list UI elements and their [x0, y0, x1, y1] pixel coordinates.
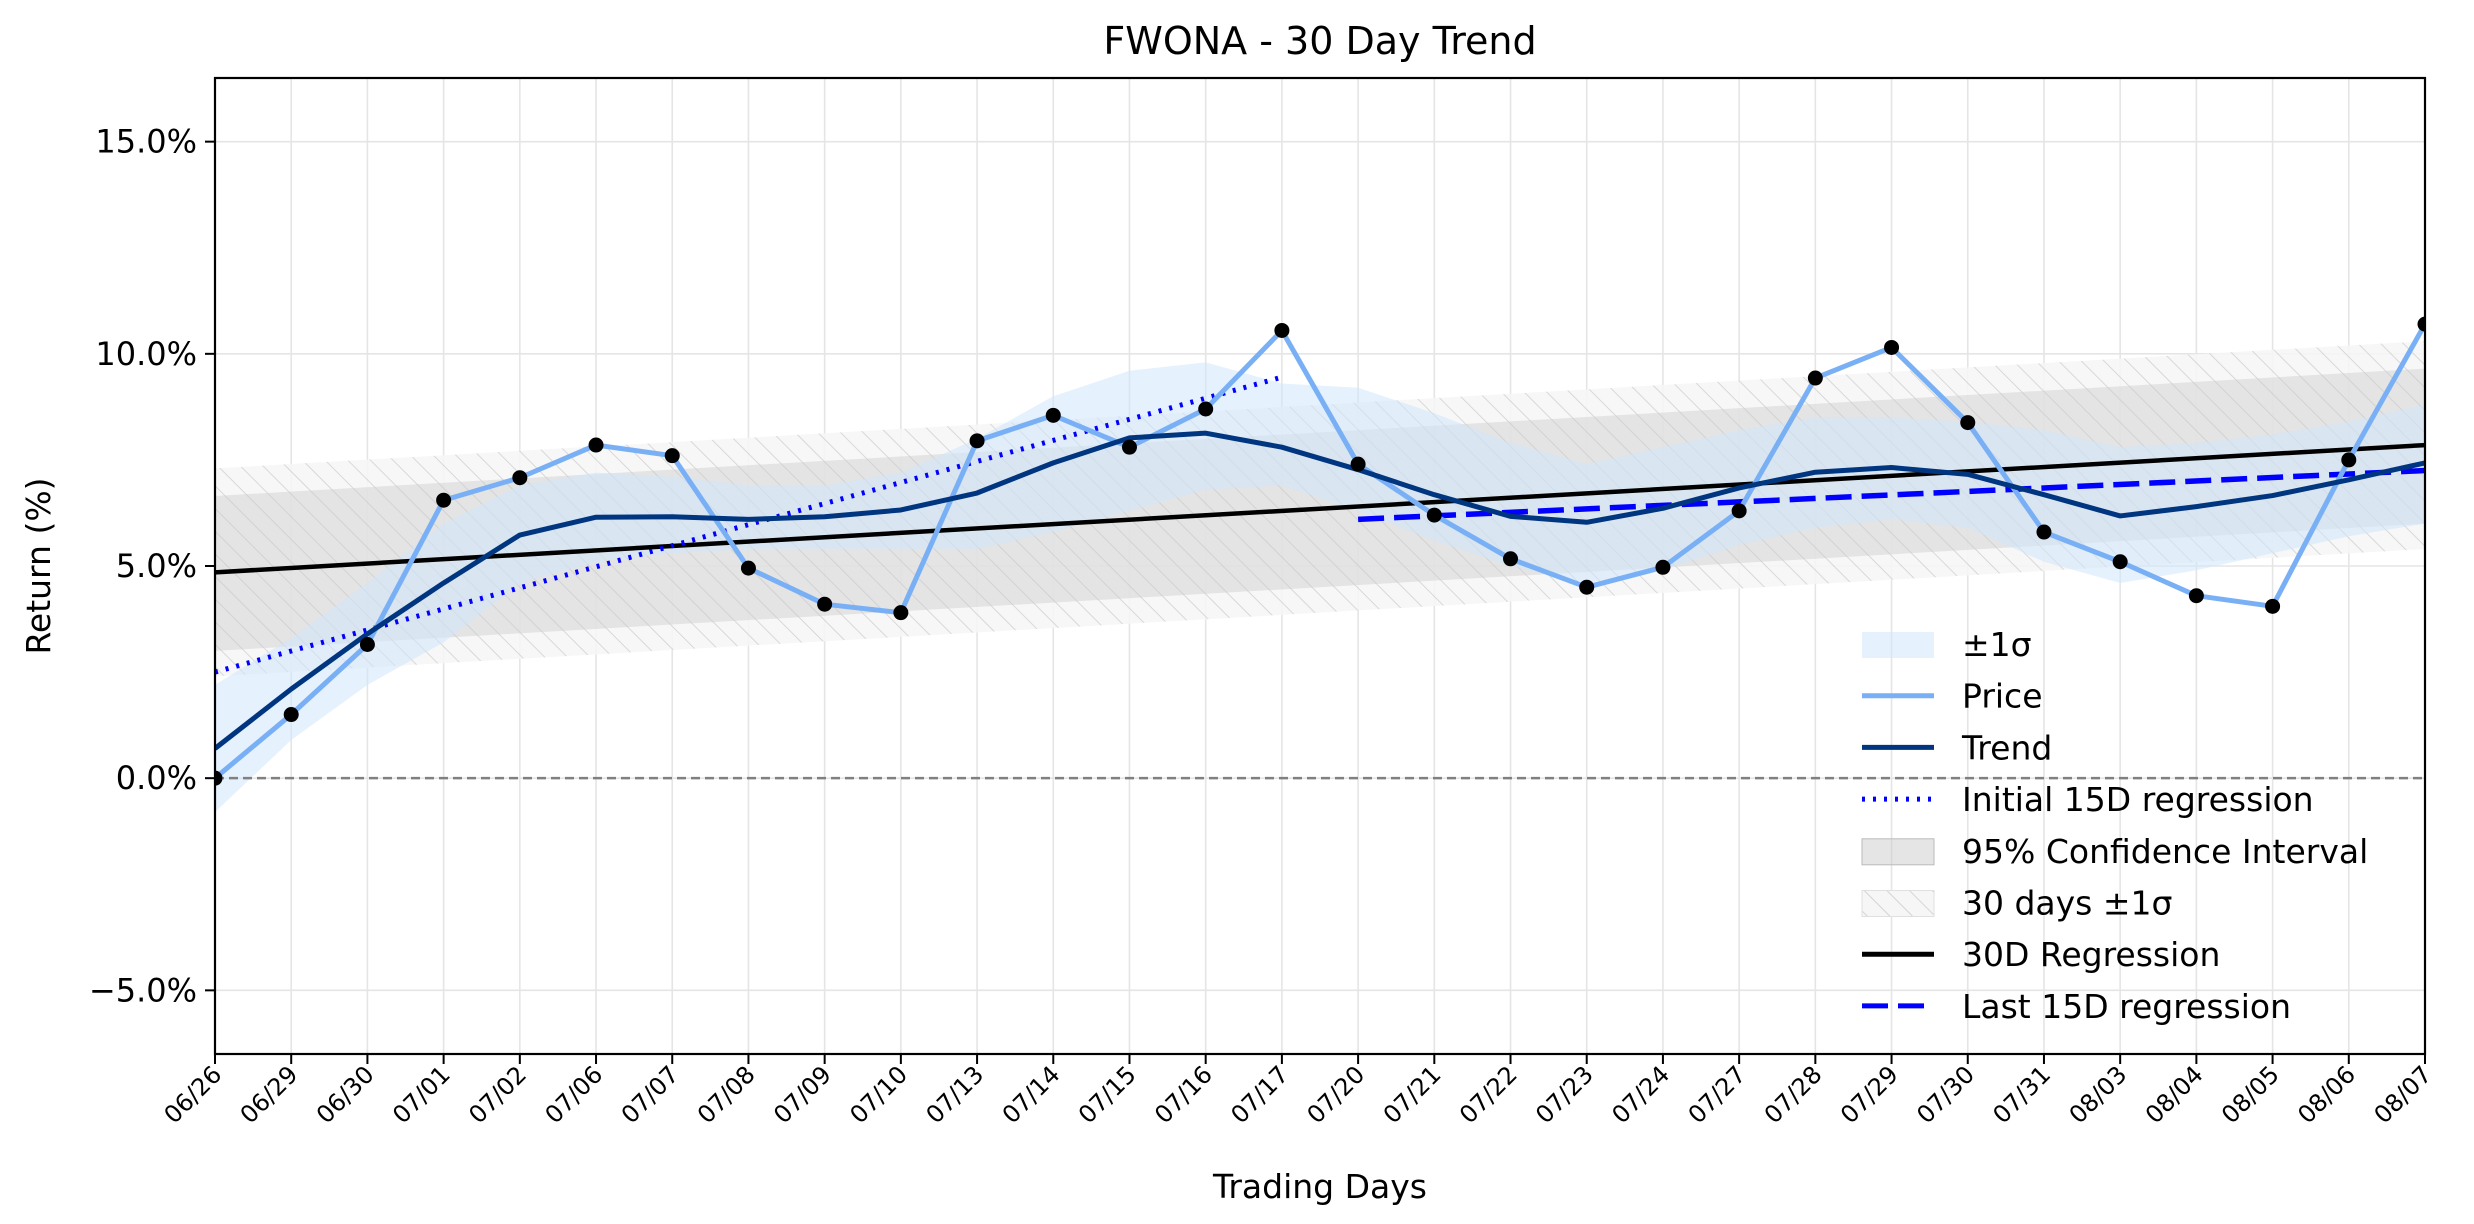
x-tick-label: 06/26 [159, 1060, 228, 1129]
x-tick-label: 07/07 [616, 1060, 685, 1129]
price-point [588, 437, 604, 453]
chart-title: FWONA - 30 Day Trend [1103, 19, 1536, 63]
legend-label: 30 days ±1σ [1962, 884, 2172, 923]
price-point [2188, 588, 2204, 604]
price-point [740, 560, 756, 576]
price-point [1807, 370, 1823, 386]
legend-label: Price [1962, 677, 2043, 716]
price-point [1655, 559, 1671, 575]
price-point [2265, 598, 2281, 614]
price-point [1579, 579, 1595, 595]
legend-label: 95% Confidence Interval [1962, 832, 2368, 871]
legend-label: Last 15D regression [1962, 987, 2291, 1026]
price-point [1274, 322, 1290, 338]
x-tick-label: 07/21 [1378, 1060, 1447, 1129]
legend-label: ±1σ [1962, 625, 2032, 664]
x-tick-label: 07/13 [921, 1060, 990, 1129]
x-tick-label: 08/05 [2216, 1060, 2285, 1129]
x-tick-label: 07/02 [463, 1060, 532, 1129]
price-line [215, 322, 2425, 781]
legend-swatch [1862, 632, 1934, 658]
y-axis-label: Return (%) [19, 477, 58, 654]
x-tick-label: 07/01 [387, 1060, 456, 1129]
x-tick-label: 07/31 [1987, 1060, 2056, 1129]
price-point [2341, 452, 2357, 468]
price-point [1045, 407, 1061, 423]
x-tick-label: 07/14 [997, 1060, 1066, 1129]
legend-label: 30D Regression [1962, 935, 2220, 974]
x-tick-label: 07/06 [540, 1060, 609, 1129]
legend-swatch [1861, 890, 1935, 917]
x-tick-label: 07/15 [1073, 1060, 1142, 1129]
x-tick-label: 07/28 [1759, 1060, 1828, 1129]
price-point [215, 770, 223, 786]
y-axis: −5.0% 0.0% 5.0% 10.0% 15.0% [89, 123, 215, 1009]
x-tick-label: 07/30 [1911, 1060, 1980, 1129]
x-tick-label: 08/07 [2369, 1060, 2438, 1129]
price-point [893, 605, 909, 621]
price-point [512, 470, 528, 486]
x-tick-label: 07/20 [1302, 1060, 1371, 1129]
legend: ±1σ Price Trend Initial 15D regression 95% C… [1861, 625, 2368, 1026]
x-tick-label: 08/04 [2140, 1060, 2209, 1129]
y-tick-label: 15.0% [95, 123, 197, 161]
x-tick-label: 08/03 [2064, 1060, 2133, 1129]
x-tick-label: 07/17 [1225, 1060, 1294, 1129]
price-point [1960, 415, 1976, 431]
price-point [283, 707, 299, 723]
y-tick-label: 10.0% [95, 335, 197, 373]
x-tick-label: 07/24 [1606, 1060, 1675, 1129]
y-tick-label: 5.0% [116, 547, 197, 585]
price-point [436, 492, 452, 508]
trend-line [215, 430, 2425, 751]
legend-swatch [1861, 838, 1935, 866]
price-point [1731, 503, 1747, 519]
price-point [2112, 554, 2128, 570]
y-tick-label: 0.0% [116, 759, 197, 797]
x-tick-label: 07/27 [1683, 1060, 1752, 1129]
y-tick-label: −5.0% [89, 971, 197, 1009]
x-tick-label: 07/29 [1835, 1060, 1904, 1129]
price-point [2417, 316, 2425, 332]
x-tick-label: 06/30 [311, 1060, 380, 1129]
price-point [1884, 339, 1900, 355]
x-tick-label: 07/09 [768, 1060, 837, 1129]
x-tick-label: 07/08 [692, 1060, 761, 1129]
price-point [359, 637, 375, 653]
legend-label: Initial 15D regression [1962, 780, 2314, 819]
x-tick-label: 07/22 [1454, 1060, 1523, 1129]
x-tick-label: 06/29 [235, 1060, 304, 1129]
legend-label: Trend [1961, 728, 2052, 767]
price-point [969, 433, 985, 449]
price-point [817, 596, 833, 612]
x-axis: 06/26 06/29 06/30 07/01 07/02 07/06 07/07 07/08… [159, 1054, 2438, 1129]
price-point [1503, 551, 1519, 567]
price-point [664, 448, 680, 464]
x-axis-label: Trading Days [1212, 1167, 1427, 1206]
x-tick-label: 07/10 [844, 1060, 913, 1129]
price-point [1121, 439, 1137, 455]
x-tick-label: 07/16 [1149, 1060, 1218, 1129]
price-point [1198, 401, 1214, 417]
price-point [1350, 456, 1366, 472]
plot-area [215, 316, 2425, 813]
x-tick-label: 07/23 [1530, 1060, 1599, 1129]
price-point [2036, 524, 2052, 540]
regression-30d-line [215, 442, 2425, 575]
x-tick-label: 08/06 [2292, 1060, 2361, 1129]
price-point [1426, 507, 1442, 523]
